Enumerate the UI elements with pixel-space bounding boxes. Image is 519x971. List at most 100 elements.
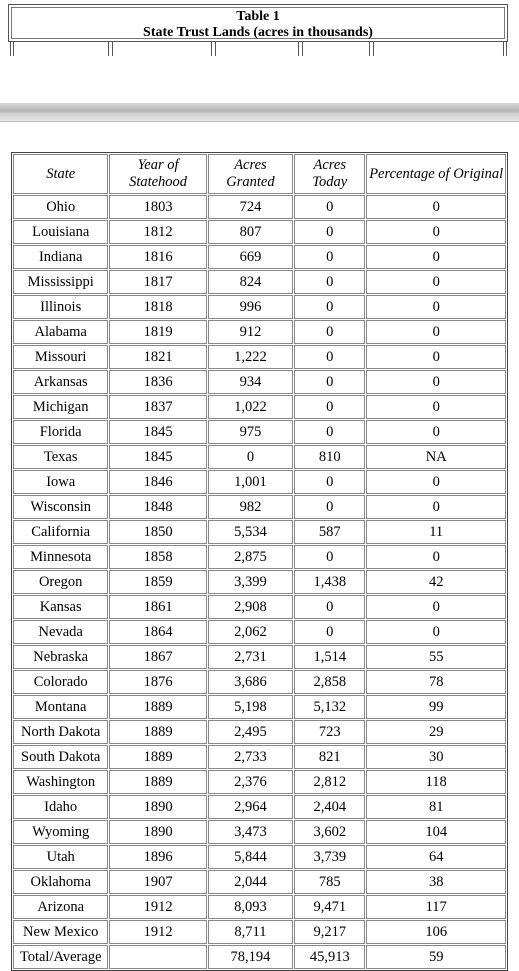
table-row: Texas 1845 0 810 NA — [13, 445, 506, 469]
cell-percentage: 117 — [366, 895, 506, 919]
table-row: Nevada 1864 2,062 0 0 — [13, 620, 506, 644]
cell-year: 1818 — [109, 295, 207, 319]
cell-acres-granted: 2,875 — [207, 545, 294, 569]
table-row: Indiana 1816 669 0 0 — [13, 245, 506, 269]
cell-state: Iowa — [13, 470, 109, 494]
cell-percentage: 11 — [366, 520, 506, 544]
cell-percentage: 0 — [366, 320, 506, 344]
table-row: Ohio 1803 724 0 0 — [13, 195, 506, 219]
cell-acres-today: 0 — [294, 470, 366, 494]
cell-acres-today: 0 — [294, 245, 366, 269]
cell-acres-today: 723 — [294, 720, 366, 744]
cell-state: Wyoming — [13, 820, 109, 844]
cell-acres-today: 2,812 — [294, 770, 366, 794]
page-separator — [0, 103, 519, 121]
cell-acres-today: 45,913 — [294, 945, 366, 969]
cell-state: Michigan — [13, 395, 109, 419]
cell-percentage: 30 — [366, 745, 506, 769]
cell-state: Idaho — [13, 795, 109, 819]
cell-acres-granted: 1,022 — [207, 395, 294, 419]
header-acres-granted: Acres Granted — [207, 154, 294, 194]
cell-acres-today: 3,739 — [294, 845, 366, 869]
header-acres-today: Acres Today — [294, 154, 366, 194]
cell-acres-today: 1,514 — [294, 645, 366, 669]
cell-acres-granted: 3,686 — [207, 670, 294, 694]
cell-acres-today: 0 — [294, 545, 366, 569]
cell-acres-today: 3,602 — [294, 820, 366, 844]
header-year-of-statehood: Year of Statehood — [109, 154, 207, 194]
cell-state: Missouri — [13, 345, 109, 369]
state-trust-lands-table: State Year of Statehood Acres Granted Ac… — [11, 152, 508, 971]
cell-acres-today: 0 — [294, 295, 366, 319]
cell-year: 1803 — [109, 195, 207, 219]
table-number: Table 1 — [236, 9, 280, 24]
cell-acres-granted: 3,473 — [207, 820, 294, 844]
table-row: Utah 1896 5,844 3,739 64 — [13, 845, 506, 869]
cell-acres-granted: 824 — [207, 270, 294, 294]
cell-percentage: 0 — [366, 195, 506, 219]
cell-acres-today: 9,217 — [294, 920, 366, 944]
cell-acres-granted: 3,399 — [207, 570, 294, 594]
cell-acres-today: 0 — [294, 495, 366, 519]
cell-year: 1889 — [109, 770, 207, 794]
cell-state: Mississippi — [13, 270, 109, 294]
table-stub-row — [8, 42, 508, 56]
cell-year: 1819 — [109, 320, 207, 344]
cell-acres-today: 0 — [294, 320, 366, 344]
cell-state: New Mexico — [13, 920, 109, 944]
cell-acres-granted: 982 — [207, 495, 294, 519]
cell-acres-granted: 912 — [207, 320, 294, 344]
cell-percentage: 0 — [366, 370, 506, 394]
cell-acres-today: 5,132 — [294, 695, 366, 719]
cell-acres-granted: 78,194 — [207, 945, 294, 969]
table-row: Oregon 1859 3,399 1,438 42 — [13, 570, 506, 594]
header-row: State Year of Statehood Acres Granted Ac… — [13, 154, 506, 194]
cell-state: Colorado — [13, 670, 109, 694]
cell-year: 1876 — [109, 670, 207, 694]
cell-state: Nebraska — [13, 645, 109, 669]
table-body: Ohio 1803 724 0 0 Louisiana 1812 807 0 0 Indiana 18… — [13, 195, 506, 969]
cell-acres-today: 0 — [294, 220, 366, 244]
cell-acres-granted: 724 — [207, 195, 294, 219]
cell-acres-granted: 0 — [207, 445, 294, 469]
cell-year: 1812 — [109, 220, 207, 244]
cell-percentage: 99 — [366, 695, 506, 719]
cell-percentage: 0 — [366, 270, 506, 294]
table-row: Colorado 1876 3,686 2,858 78 — [13, 670, 506, 694]
cell-state: Alabama — [13, 320, 109, 344]
cell-year: 1861 — [109, 595, 207, 619]
cell-acres-today: 9,471 — [294, 895, 366, 919]
cell-state: Montana — [13, 695, 109, 719]
cell-acres-granted: 8,711 — [207, 920, 294, 944]
cell-state: Arizona — [13, 895, 109, 919]
cell-year: 1846 — [109, 470, 207, 494]
cell-year: 1836 — [109, 370, 207, 394]
cell-acres-granted: 2,731 — [207, 645, 294, 669]
cell-state: Oregon — [13, 570, 109, 594]
cell-percentage: 81 — [366, 795, 506, 819]
cell-state: Kansas — [13, 595, 109, 619]
table-row: Wisconsin 1848 982 0 0 — [13, 495, 506, 519]
table-row: Kansas 1861 2,908 0 0 — [13, 595, 506, 619]
table-row: Louisiana 1812 807 0 0 — [13, 220, 506, 244]
cell-year: 1890 — [109, 820, 207, 844]
cell-percentage: 118 — [366, 770, 506, 794]
cell-acres-today: 0 — [294, 270, 366, 294]
cell-year: 1907 — [109, 870, 207, 894]
cell-acres-today: 0 — [294, 395, 366, 419]
cell-percentage: 0 — [366, 220, 506, 244]
cell-percentage: 0 — [366, 495, 506, 519]
cell-acres-granted: 975 — [207, 420, 294, 444]
cell-state: Florida — [13, 420, 109, 444]
cell-acres-granted: 5,198 — [207, 695, 294, 719]
cell-acres-granted: 669 — [207, 245, 294, 269]
cell-year: 1890 — [109, 795, 207, 819]
cell-year: 1821 — [109, 345, 207, 369]
cell-acres-granted: 2,908 — [207, 595, 294, 619]
cell-year: 1845 — [109, 420, 207, 444]
table-row: Montana 1889 5,198 5,132 99 — [13, 695, 506, 719]
cell-percentage: 59 — [366, 945, 506, 969]
cell-state: Louisiana — [13, 220, 109, 244]
cell-percentage: 29 — [366, 720, 506, 744]
cell-year: 1816 — [109, 245, 207, 269]
